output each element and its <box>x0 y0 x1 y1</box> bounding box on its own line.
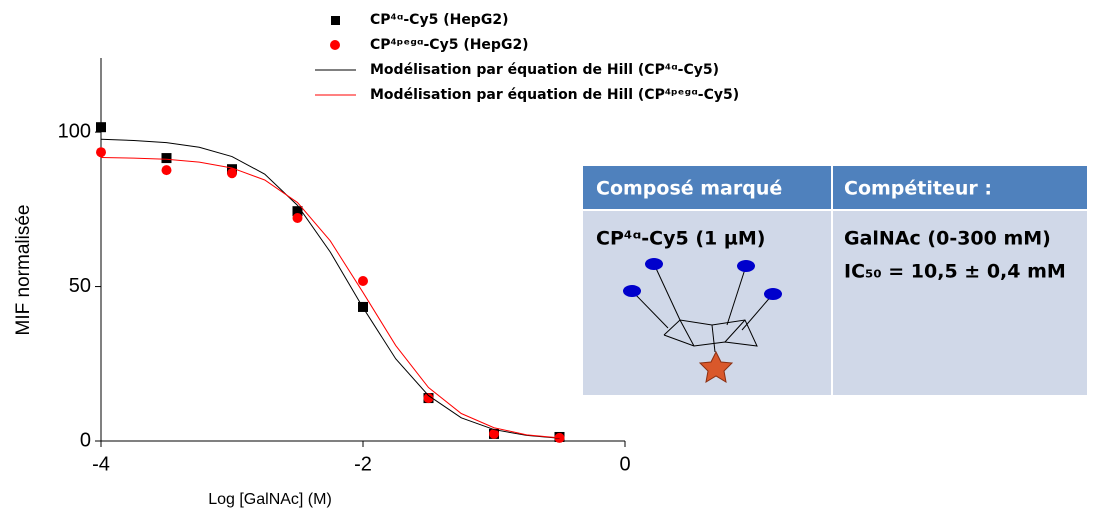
fit-line <box>100 138 560 439</box>
table-cell: IC₅₀ = 10,5 ± 0,4 mM <box>844 261 1066 283</box>
legend-label: CP⁴ᵖᵉᵍᵅ-Cy5 (HepG2) <box>370 37 529 53</box>
x-tick-label: -2 <box>354 453 372 475</box>
fit-line <box>100 156 560 439</box>
legend-label: Modélisation par équation de Hill (CP⁴ᵖᵉ… <box>370 87 739 103</box>
x-tick-label: -4 <box>92 453 110 475</box>
point <box>227 168 237 179</box>
point <box>96 122 106 133</box>
point <box>161 153 172 164</box>
legend-label: CP⁴ᵅ-Cy5 (HepG2) <box>370 12 508 28</box>
x-axis-label: Log [GalNAc] (M) <box>208 491 332 508</box>
molecule-diagram <box>623 258 782 383</box>
legend-symbol <box>330 40 340 50</box>
y-tick-label: 50 <box>69 275 91 297</box>
point <box>96 147 106 158</box>
table-header-cell: Compétiteur : <box>844 178 992 200</box>
y-tick-label: 100 <box>58 120 91 142</box>
table-header-cell: Composé marqué <box>596 178 782 200</box>
point <box>489 428 499 439</box>
point <box>292 206 303 217</box>
point <box>423 393 434 404</box>
x-tick-label: 0 <box>619 453 630 475</box>
point <box>358 276 368 287</box>
y-axis-label: MIF normalisée <box>13 205 34 336</box>
table-cell: GalNAc (0-300 mM) <box>844 228 1051 250</box>
table-body <box>583 211 1087 395</box>
table-header <box>583 166 1087 210</box>
y-tick-label: 0 <box>80 429 91 451</box>
legend-label: Modélisation par équation de Hill (CP⁴ᵅ-… <box>370 62 719 78</box>
point <box>161 165 172 176</box>
point <box>292 212 303 223</box>
legend-symbol <box>331 16 340 25</box>
table-cell: CP⁴ᵅ-Cy5 (1 µM) <box>596 228 765 250</box>
